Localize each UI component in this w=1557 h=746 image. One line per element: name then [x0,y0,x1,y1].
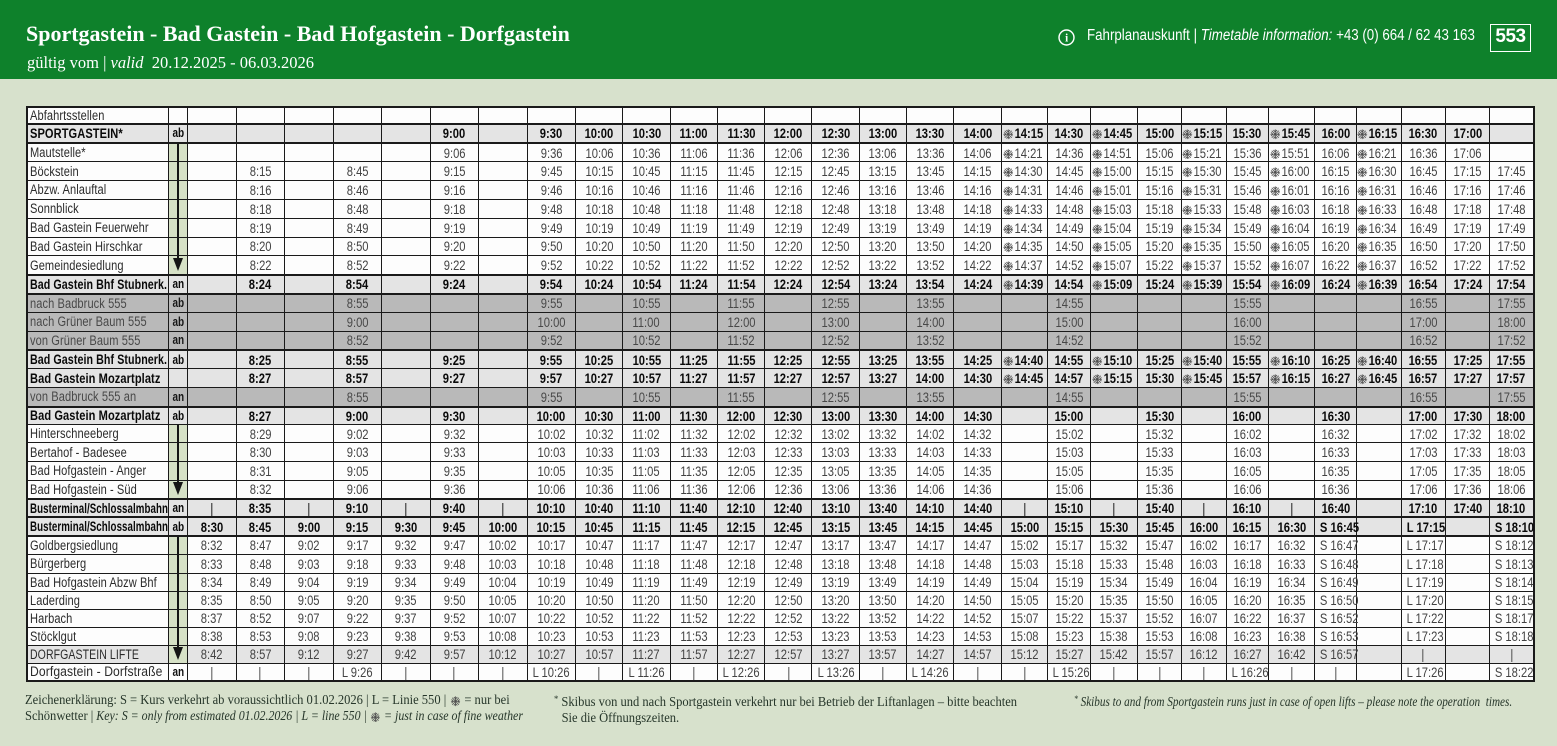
svg-text:i: i [1065,33,1068,45]
